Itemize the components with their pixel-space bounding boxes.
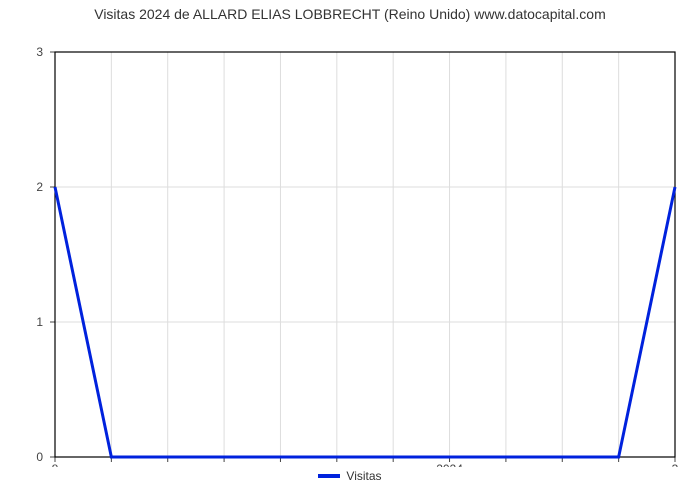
svg-text:0: 0 (36, 450, 43, 464)
chart-container: Visitas 2024 de ALLARD ELIAS LOBBRECHT (… (0, 0, 700, 500)
chart-legend: Visitas (0, 469, 700, 483)
svg-text:8: 8 (52, 462, 59, 467)
svg-text:3: 3 (36, 45, 43, 59)
svg-text:2024: 2024 (436, 462, 463, 467)
chart-plot: 0 1 2 3 8 3 2024 (0, 22, 700, 467)
svg-text:2: 2 (36, 180, 43, 194)
svg-text:3: 3 (672, 462, 679, 467)
legend-swatch (318, 474, 340, 478)
legend-label: Visitas (346, 469, 381, 483)
svg-text:1: 1 (36, 315, 43, 329)
chart-title: Visitas 2024 de ALLARD ELIAS LOBBRECHT (… (0, 0, 700, 22)
